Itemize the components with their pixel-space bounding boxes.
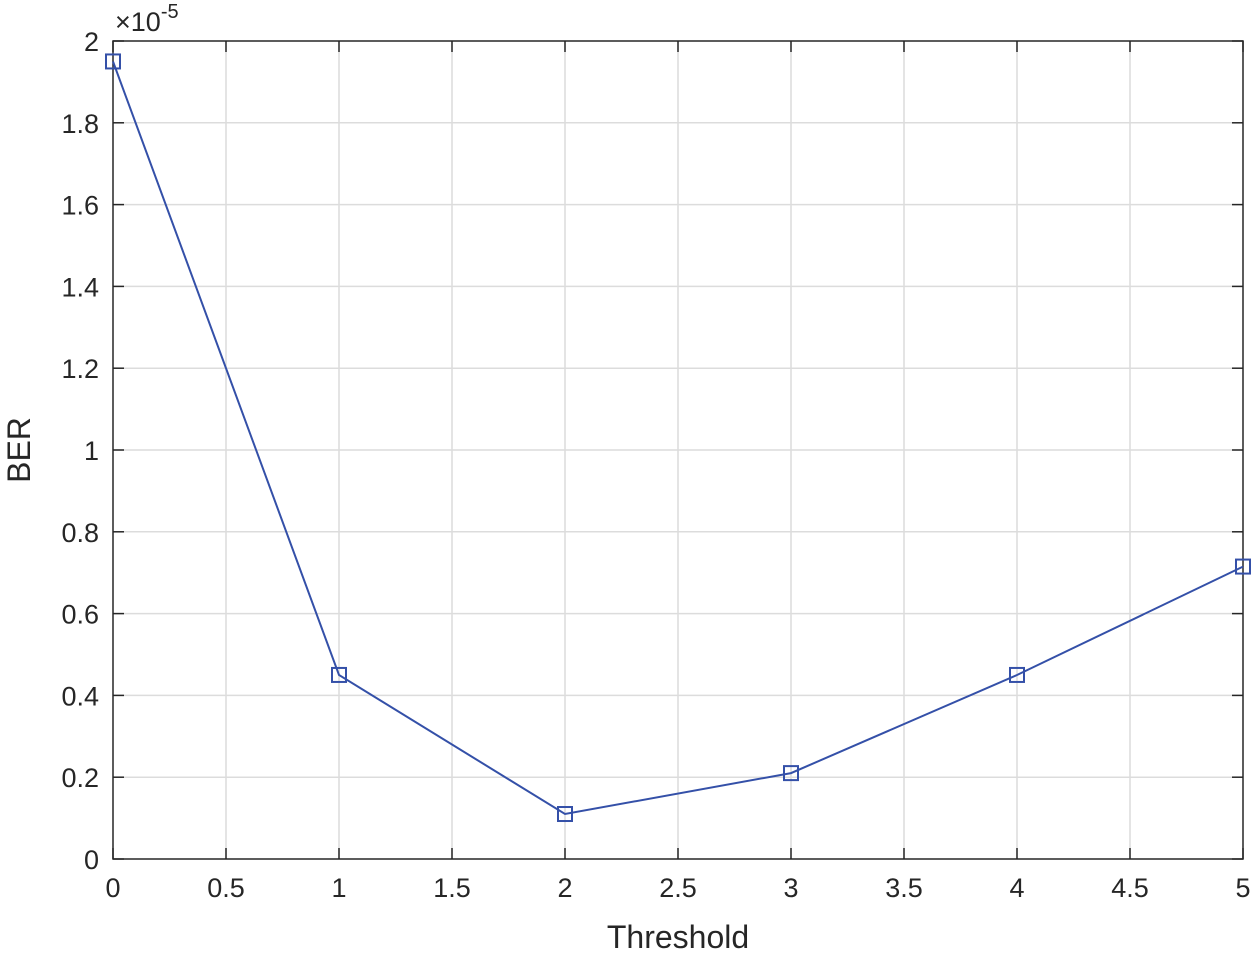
y-tick-label: 1.2: [61, 354, 99, 384]
y-axis-multiplier: ×10-5: [115, 1, 179, 37]
data-point-marker: [557, 806, 573, 823]
data-point-marker: [105, 53, 121, 70]
x-tick-label: 3: [783, 873, 798, 903]
y-tick-label: 0.2: [61, 763, 99, 793]
x-tick-label: 0.5: [207, 873, 245, 903]
x-tick-label: 0: [105, 873, 120, 903]
x-tick-label: 1: [331, 873, 346, 903]
x-tick-label: 1.5: [433, 873, 471, 903]
y-tick-label: 1.6: [61, 191, 99, 221]
y-tick-label: 0.4: [61, 681, 99, 711]
labels: Threshold BER ×10-5: [1, 1, 749, 954]
y-tick-label: 1: [84, 436, 99, 466]
x-tick-label: 5: [1235, 873, 1250, 903]
x-tick-label: 4: [1009, 873, 1024, 903]
grid: [113, 41, 1243, 859]
data-point-marker: [783, 765, 799, 782]
x-tick-label: 2: [557, 873, 572, 903]
y-multiplier-base: ×10: [115, 7, 161, 37]
x-axis-label: Threshold: [607, 919, 749, 954]
y-tick-label: 0: [84, 845, 99, 875]
series-line: [112, 61, 1244, 816]
y-tick-label: 0.8: [61, 518, 99, 548]
data-point-marker: [1235, 558, 1251, 575]
y-tick-label: 1.8: [61, 109, 99, 139]
x-tick-label: 4.5: [1111, 873, 1149, 903]
y-tick-label: 1.4: [61, 272, 99, 302]
x-tick-label: 3.5: [885, 873, 923, 903]
y-multiplier-exponent: -5: [161, 1, 179, 23]
series-group: [105, 53, 1251, 823]
y-tick-label: 0.6: [61, 600, 99, 630]
plot-frame: [112, 40, 1244, 860]
axes: 0 0.5 1 1.5 2 2.5 3 3.5 4 4.5 5 0 0.2 0.4 0.6 0.8 1 1.2 1.…: [61, 27, 1250, 903]
x-tick-label: 2.5: [659, 873, 697, 903]
data-point-marker: [331, 666, 347, 683]
data-point-marker: [1009, 666, 1025, 683]
y-axis-label: BER: [1, 417, 37, 483]
y-tick-label: 2: [84, 27, 99, 57]
